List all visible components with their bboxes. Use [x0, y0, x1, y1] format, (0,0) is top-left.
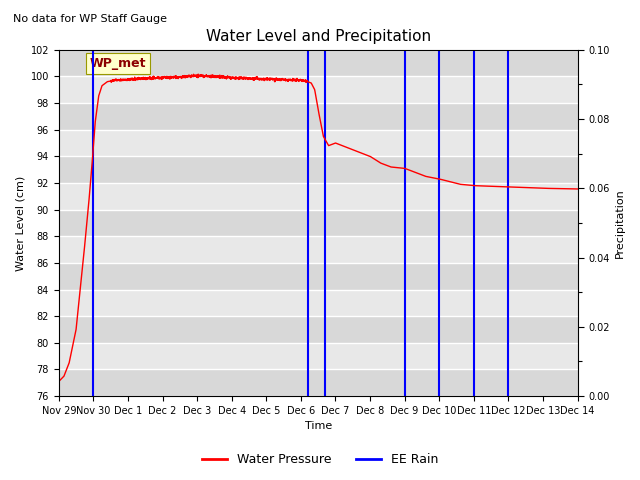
Legend: Water Pressure, EE Rain: Water Pressure, EE Rain: [196, 448, 444, 471]
Bar: [59, 210, 577, 236]
Y-axis label: Water Level (cm): Water Level (cm): [15, 175, 25, 271]
Bar: [59, 103, 577, 130]
Bar: [59, 289, 577, 316]
Bar: [59, 50, 577, 76]
Bar: [59, 236, 577, 263]
Text: WP_met: WP_met: [90, 57, 147, 70]
Bar: [59, 316, 577, 343]
Bar: [59, 130, 577, 156]
X-axis label: Time: Time: [305, 421, 332, 432]
Y-axis label: Precipitation: Precipitation: [615, 188, 625, 258]
Bar: [59, 76, 577, 103]
Bar: [59, 370, 577, 396]
Bar: [59, 156, 577, 183]
Bar: [59, 343, 577, 370]
Bar: [59, 183, 577, 210]
Title: Water Level and Precipitation: Water Level and Precipitation: [205, 29, 431, 44]
Bar: [59, 263, 577, 289]
Text: No data for WP Staff Gauge: No data for WP Staff Gauge: [13, 14, 167, 24]
